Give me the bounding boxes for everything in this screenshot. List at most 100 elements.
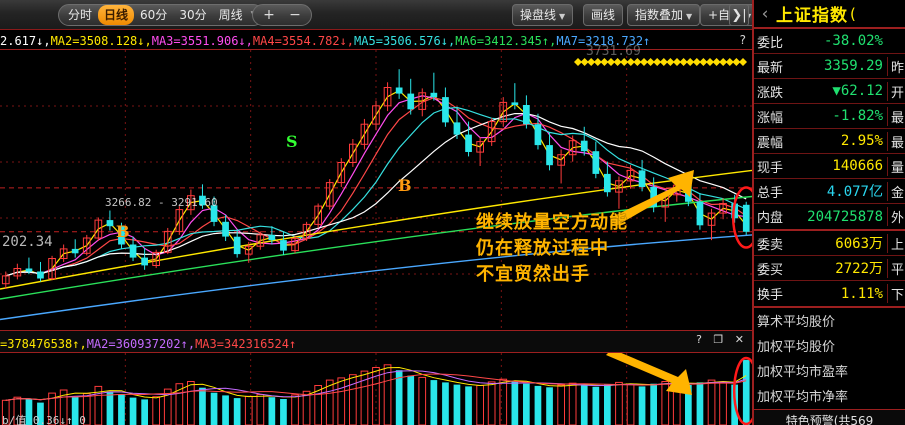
quote-order-row: 委买 2722万平 (754, 256, 905, 281)
ma-legend-item-0: =378476538↑, (0, 337, 87, 351)
period-button-4[interactable]: 周线 (218, 8, 243, 22)
quote-stat-value: 4.077亿 (826, 184, 883, 200)
quote-stat-label: 现手 (757, 160, 784, 176)
back-icon[interactable]: ‹ (761, 3, 769, 24)
quote-stat-row: 震幅 2.95% 最 (754, 129, 905, 154)
quote-stat-row: 现手 140666 量 (754, 154, 905, 179)
price-axis-label: 202.34 (2, 234, 53, 250)
quote-panel-title: ‹ 上证指数 ( (754, 0, 905, 29)
volume-window-buttons[interactable]: ? ❐ ✕ (696, 333, 748, 346)
quote-order-value: 6063万 (835, 236, 883, 252)
quote-order-value: 2722万 (835, 261, 883, 277)
zoom-in-button[interactable]: + (263, 7, 275, 23)
ma-legend-item-4: MA5=3506.576↓, (354, 34, 456, 48)
buy-marker-2: B (116, 222, 130, 241)
candlestick-svg (0, 50, 752, 330)
zoom-out-button[interactable]: − (289, 7, 301, 23)
period-button-3[interactable]: 30分 (179, 8, 207, 22)
quote-order-value: 1.11% (840, 285, 883, 302)
quote-stat-row: 涨幅 -1.82% 最 (754, 104, 905, 129)
quote-order-label: 委卖 (757, 237, 784, 253)
instrument-code: ( (850, 4, 856, 23)
quote-order-label: 委买 (757, 262, 784, 278)
quote-stat-row: 内盘 204725878 外 (754, 204, 905, 229)
quote-stat-value: 3359.29 (823, 58, 883, 74)
quote-extra-list: 算术平均股价加权平均股价加权平均市盈率加权平均市净率总市值流通市值 (754, 308, 905, 425)
draw-line-label: 画线 (591, 8, 616, 22)
trading-line-button[interactable]: 操盘线 ▼ (512, 4, 574, 26)
quote-list-item-0[interactable]: 算术平均股价 (757, 315, 836, 330)
ma-legend-item-3: MA4=3554.782↓, (252, 34, 355, 48)
quote-list-item-3[interactable]: 加权平均市净率 (757, 390, 849, 405)
quote-stats-table: 委比 -38.02% 最新 3359.29 昨涨跌 ▼62.12 开涨幅 -1.82% 最震幅 2… (754, 29, 905, 231)
quote-stat-row: 总手 4.077亿金 (754, 179, 905, 204)
ghost-price-label: 3731.69 (586, 44, 641, 59)
quote-order-row: 换手 1.11% 下 (754, 281, 905, 306)
chevron-down-icon: ▼ (686, 12, 693, 21)
quote-stat-label-2: 最 (887, 106, 905, 126)
quote-stat-row: 涨跌 ▼62.12 开 (754, 79, 905, 104)
trading-line-label: 操盘线 (520, 8, 557, 22)
ma-legend-item-1: MA2=360937202↑, (86, 337, 196, 351)
period-button-2[interactable]: 60分 (140, 8, 168, 22)
quote-list-item-1[interactable]: 加权平均股价 (757, 340, 836, 355)
quote-order-label-2: 平 (887, 258, 905, 278)
annotation-line-1: 继续放量空方动能 (476, 212, 628, 233)
zoom-group: + − (252, 4, 312, 26)
alert-footer[interactable]: 特色预警(共569 (754, 409, 905, 425)
buy-marker: B (398, 176, 412, 195)
ma-legend-item-5: MA6=3412.345↑, (455, 34, 557, 48)
draw-line-button[interactable]: 画线 (583, 4, 624, 26)
quote-stat-row: 委比 -38.02% (754, 29, 905, 54)
collapse-panel-icon[interactable]: ❯| (729, 4, 749, 26)
quote-stat-label-2: 量 (887, 156, 905, 176)
quote-list-item-2[interactable]: 加权平均市盈率 (757, 365, 849, 380)
ma-legend-item-0: 2.617↓, (0, 34, 51, 48)
quote-stat-label: 震幅 (757, 135, 784, 151)
price-chart-pane[interactable]: 3731.69 S B B 3266.82 - 3291.60 202.34 继… (0, 44, 752, 331)
quote-stat-label: 最新 (757, 60, 784, 76)
quote-order-label-2: 下 (887, 284, 905, 303)
index-overlay-button[interactable]: 指数叠加 ▼ (627, 4, 701, 26)
quote-stat-value: 204725878 (807, 208, 883, 225)
index-overlay-label: 指数叠加 (635, 8, 684, 22)
quote-stat-label-2: 开 (887, 81, 905, 101)
quote-stat-label-2: 最 (887, 131, 905, 151)
ma-legend-item-2: MA3=342316524↑ (195, 337, 297, 351)
quote-stat-value: -1.82% (832, 108, 883, 124)
quote-stat-label-2: 外 (887, 207, 905, 226)
quote-stat-label-2: 昨 (887, 56, 905, 76)
quote-order-label-2: 上 (887, 233, 905, 253)
ma-legend-item-2: MA3=3551.906↓, (151, 34, 253, 48)
volume-svg (1, 353, 752, 425)
quote-stat-label: 内盘 (757, 211, 784, 226)
annotation-line-2: 仍在释放过程中 (476, 238, 609, 259)
quote-order-row: 委卖 6063万上 (754, 231, 905, 256)
volume-chart-pane[interactable]: b/值 0.36↓↑ 0 (0, 352, 752, 425)
sell-marker: S (286, 132, 298, 151)
quote-stat-label: 涨幅 (757, 110, 784, 126)
volume-footer-text: b/值 0.36↓↑ 0 (2, 414, 86, 425)
quote-order-label: 换手 (757, 288, 784, 303)
ma-legend-item-1: MA2=3508.128↓, (50, 34, 152, 48)
instrument-name: 上证指数 (776, 6, 848, 26)
quote-stat-value: -38.02% (823, 33, 883, 49)
quote-panel: ‹ 上证指数 ( 委比 -38.02% 最新 3359.29 昨涨跌 ▼62.12 开涨幅 -… (752, 0, 905, 425)
period-button-0[interactable]: 分时 (68, 8, 93, 22)
ma-legend-item-6: MA7=3218.732↑ (556, 34, 651, 48)
quote-order-table: 委卖 6063万上委买 2722万平换手 1.11% 下 (754, 231, 905, 308)
help-icon[interactable]: ? (739, 33, 746, 47)
volume-panel-header: ? ❐ ✕ (0, 330, 752, 352)
annotation-line-3: 不宜贸然出手 (476, 264, 590, 285)
quote-stat-row: 最新 3359.29 昨 (754, 54, 905, 79)
period-button-1[interactable]: 日线 (98, 5, 135, 25)
range-label: 3266.82 - 3291.60 (105, 196, 218, 209)
quote-stat-value: 140666 (832, 158, 883, 174)
volume-ma-legend: =378476538↑,MA2=360937202↑,MA3=342316524… (0, 336, 752, 352)
quote-stat-label: 总手 (757, 185, 784, 201)
main-ma-legend: 2.617↓,MA2=3508.128↓,MA3=3551.906↓,MA4=3… (0, 33, 752, 49)
